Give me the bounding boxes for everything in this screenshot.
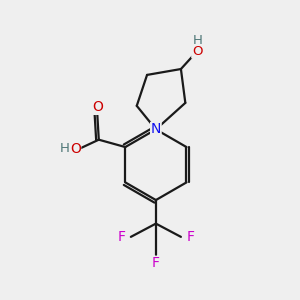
- Text: N: N: [151, 122, 161, 136]
- Text: F: F: [117, 230, 125, 244]
- Text: O: O: [70, 142, 81, 156]
- Text: O: O: [92, 100, 103, 114]
- Text: H: H: [193, 34, 202, 47]
- Text: O: O: [192, 45, 202, 58]
- Text: H: H: [59, 142, 69, 155]
- Text: F: F: [152, 256, 160, 270]
- Text: F: F: [186, 230, 194, 244]
